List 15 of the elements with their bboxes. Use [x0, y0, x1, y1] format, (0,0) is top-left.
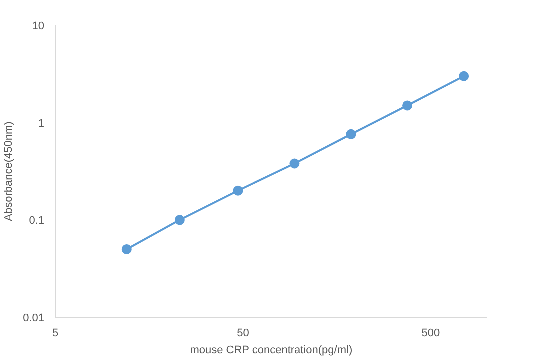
point	[290, 158, 300, 169]
point	[233, 186, 244, 196]
point	[346, 129, 356, 140]
point	[122, 244, 132, 254]
y-axis-title: Absorbance(450nm)	[3, 122, 16, 222]
y-tick-label: 0.1	[29, 215, 45, 228]
y-tick-label: 10	[32, 20, 45, 32]
y-tick-label: 0.01	[23, 312, 45, 324]
point	[459, 71, 470, 82]
x-tick-label: 5	[52, 328, 59, 340]
x-axis-title: mouse CRP concentration(pg/ml)	[190, 344, 353, 356]
y-tick-label: 1	[38, 118, 45, 130]
x-tick-label: 50	[237, 328, 250, 340]
x-tick-label: 500	[422, 328, 440, 340]
point	[402, 100, 413, 111]
